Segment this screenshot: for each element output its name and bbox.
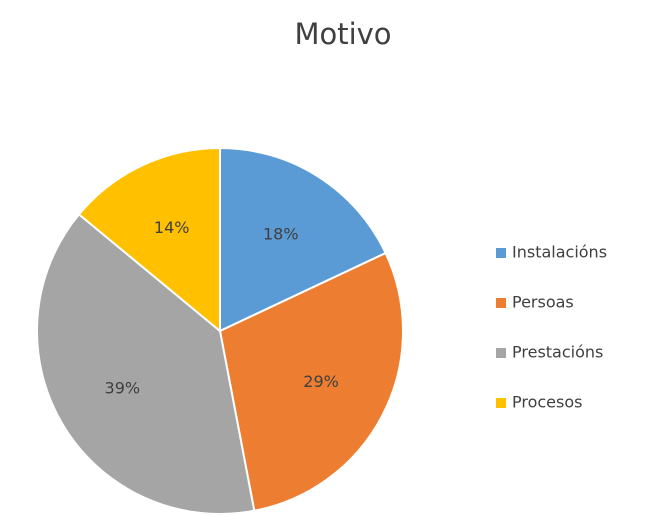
data-label: 29% xyxy=(303,372,339,391)
legend-swatch xyxy=(496,398,506,408)
legend-swatch xyxy=(496,348,506,358)
legend-swatch xyxy=(496,248,506,258)
chart-title: Motivo xyxy=(294,17,391,51)
legend-swatch xyxy=(496,298,506,308)
legend-label: Prestacións xyxy=(512,343,603,362)
legend-label: Procesos xyxy=(512,393,582,412)
pie-slice xyxy=(36,212,256,515)
data-label: 39% xyxy=(105,378,141,397)
legend-label: Instalacións xyxy=(512,243,607,262)
legend-label: Persoas xyxy=(512,293,574,312)
pie-slice xyxy=(219,146,387,333)
data-label: 14% xyxy=(154,218,190,237)
pie-slice xyxy=(218,251,404,512)
pie-slice xyxy=(77,146,221,334)
data-label: 18% xyxy=(263,225,299,244)
